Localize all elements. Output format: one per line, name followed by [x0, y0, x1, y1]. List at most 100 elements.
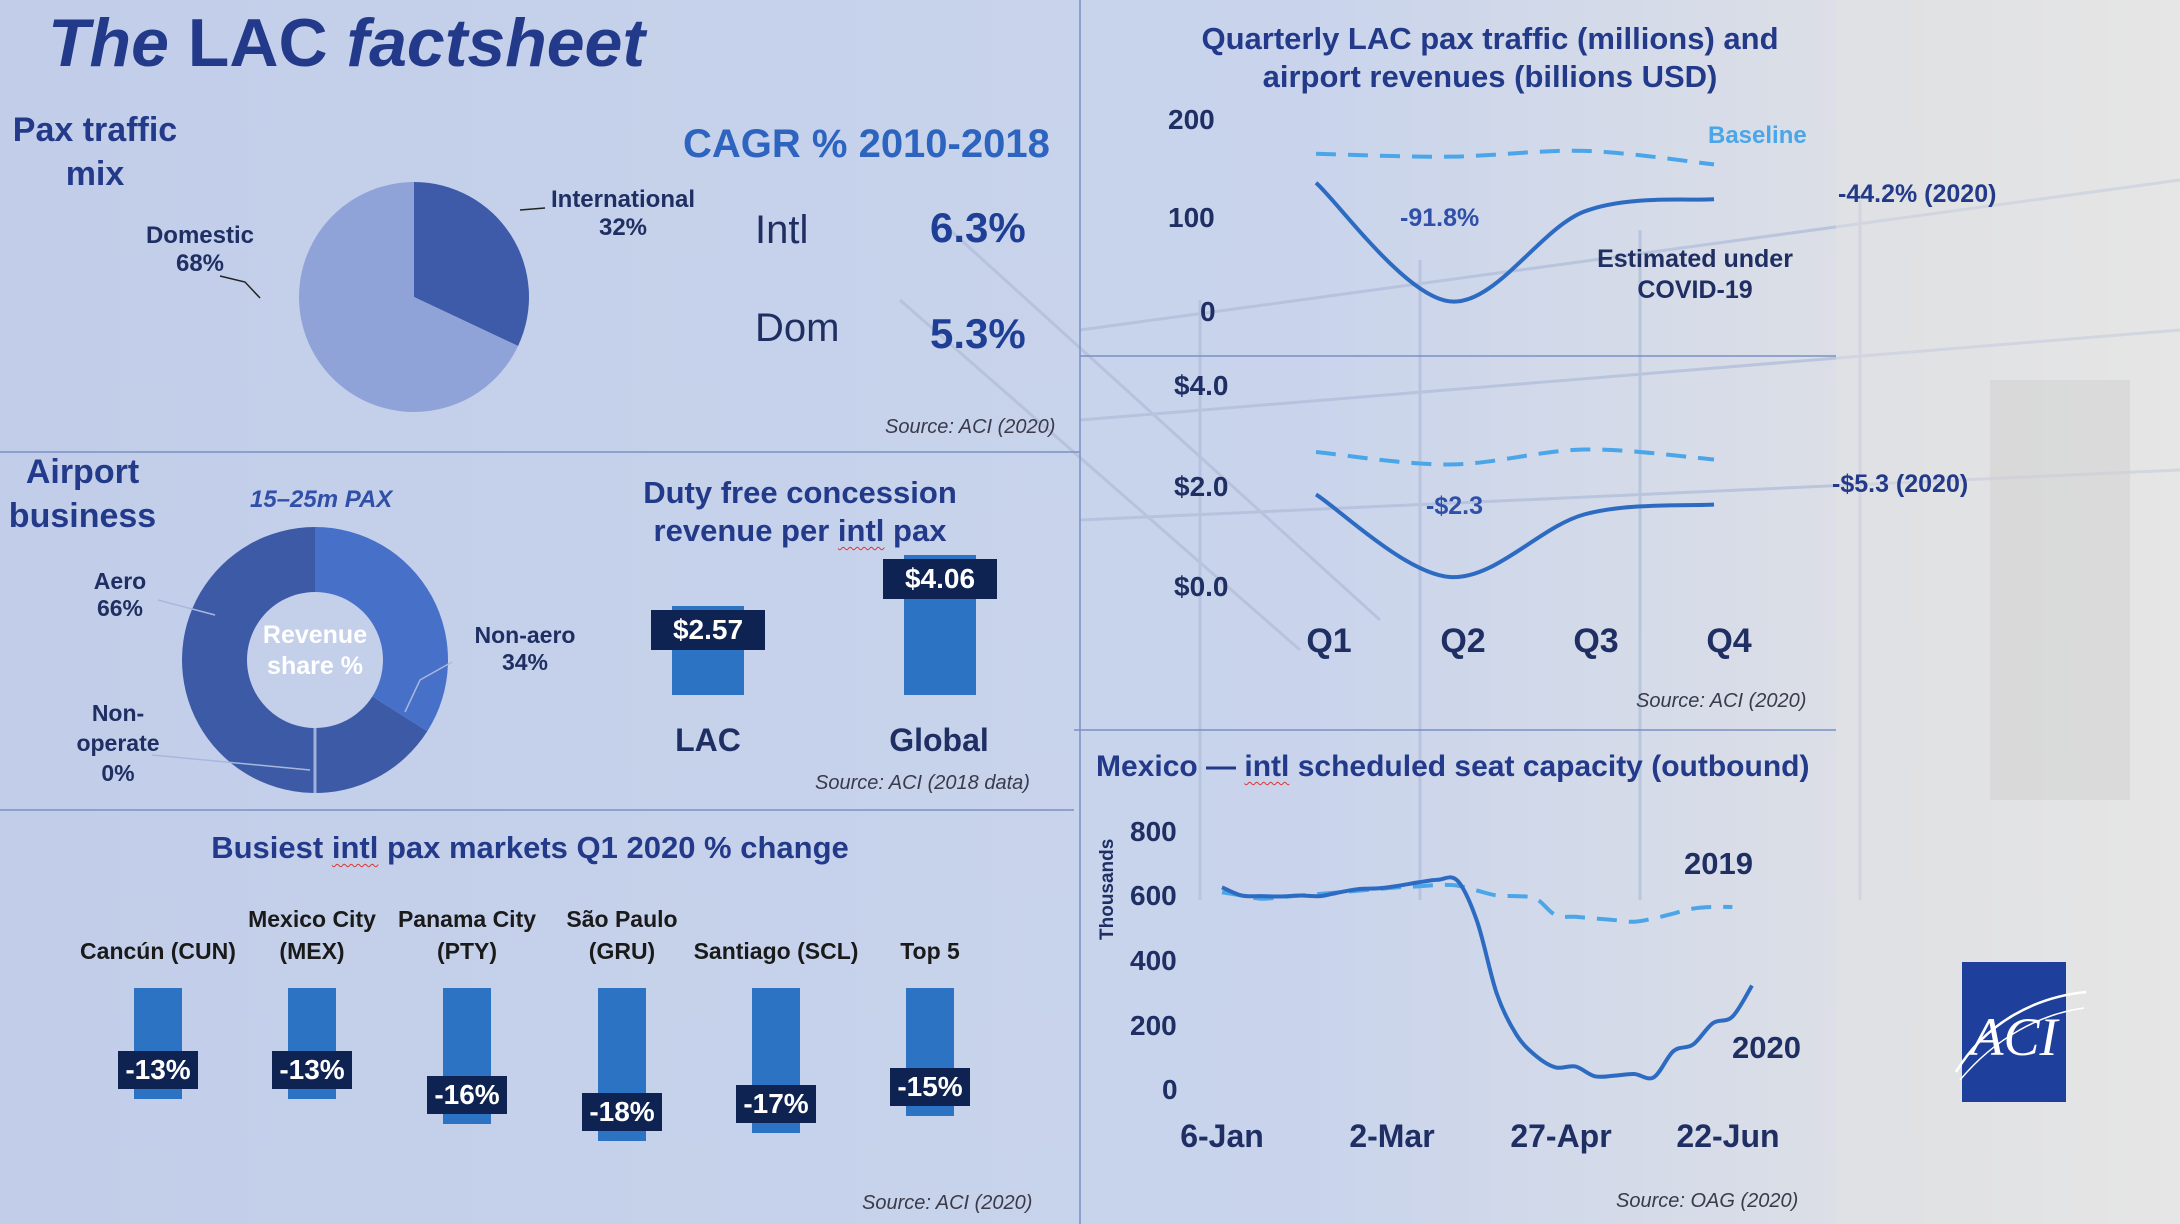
- busiest-category-line2: (MEX): [279, 938, 345, 964]
- dom-slice-name: Domestic: [145, 222, 255, 249]
- non-aero-value: 34%: [501, 649, 549, 675]
- mexico-2020-legend: 2020: [1732, 1030, 1801, 1065]
- quarter-label-q2: Q2: [1440, 622, 1486, 660]
- page-title: The LAC factsheet: [48, 4, 645, 82]
- quarterly-title-line2: airport revenues (billions USD): [1262, 59, 1718, 94]
- pax-ytick-100: 100: [1168, 202, 1215, 233]
- rev-year-change: -$5.3 (2020): [1832, 470, 1969, 498]
- pax-baseline-series-line: [1315, 148, 1715, 167]
- mexico-ylabel: Thousands: [1097, 838, 1118, 940]
- duty-free-title-part-c: pax: [884, 513, 947, 548]
- mexico-title-part-c: scheduled seat capacity (outbound): [1289, 750, 1810, 783]
- mexico-ytick-800: 800: [1130, 816, 1177, 847]
- busiest-title-part-c: pax markets Q1 2020 % change: [378, 830, 849, 865]
- donut-slice-aero: [182, 527, 428, 794]
- airport-business-heading: Airport business: [0, 450, 165, 538]
- pax-mix-heading-line2: mix: [65, 155, 125, 193]
- pax-mix-heading-line1: Pax traffic: [12, 111, 178, 149]
- mexico-ytick-0: 0: [1162, 1074, 1178, 1105]
- mexico-title-part-b: intl: [1244, 750, 1290, 783]
- mexico-2019-series-line: [1221, 882, 1733, 924]
- duty-free-title-line1: Duty free concession: [643, 475, 957, 510]
- dom-leader-line: [219, 275, 261, 299]
- aci-logo-text: ACI: [1970, 1007, 2058, 1067]
- busiest-category-line2: (PTY): [436, 938, 498, 964]
- airport-business-heading-line1: Airport: [25, 453, 140, 491]
- mexico-xtick-27-apr: 27-Apr: [1510, 1118, 1612, 1154]
- title-part-the: The: [48, 5, 188, 81]
- cagr-intl-label: Intl: [755, 208, 809, 252]
- pax-baseline-legend: Baseline: [1708, 122, 1807, 149]
- pax-covid-legend-line2: COVID-19: [1637, 276, 1753, 304]
- non-aero-leader-line: [404, 661, 453, 713]
- title-part-lac: LAC: [187, 5, 328, 81]
- busiest-source: Source: ACI (2020): [862, 1192, 1033, 1214]
- mexico-ytick-600: 600: [1130, 880, 1177, 911]
- aero-label: Aero 66%: [70, 568, 170, 622]
- mexico-xtick-2-mar: 2-Mar: [1349, 1118, 1435, 1154]
- mexico-ytick-400: 400: [1130, 945, 1177, 976]
- pax-covid-legend-line1: Estimated under: [1597, 245, 1793, 273]
- busiest-category-line1: Mexico City: [248, 906, 376, 932]
- aero-name: Aero: [93, 568, 147, 594]
- non-operate-leader-line: [151, 754, 311, 771]
- busiest-category-line2: Santiago (SCL): [693, 938, 859, 964]
- busiest-title-part-a: Busiest: [211, 830, 332, 865]
- busiest-value-label: -18%: [582, 1093, 662, 1131]
- mexico-2020-series-line: [1221, 875, 1754, 1081]
- dom-slice-value: 68%: [175, 250, 225, 277]
- airport-business-subtitle: 15–25m PAX: [250, 486, 393, 513]
- non-aero-name: Non-aero: [474, 622, 576, 648]
- busiest-value-label: -15%: [890, 1067, 970, 1106]
- donut-center-line1: Revenue: [262, 621, 368, 649]
- pax-covid-legend: Estimated under COVID-19: [1585, 244, 1805, 306]
- non-aero-label: Non-aero 34%: [462, 622, 588, 676]
- non-operate-name-line1: Non-: [91, 700, 145, 726]
- pie-slice-domestic: [299, 182, 519, 412]
- pax-year-change: -44.2% (2020): [1838, 180, 1997, 208]
- dom-slice-label: Domestic 68%: [130, 222, 270, 278]
- pax-mix-pie: [219, 181, 546, 412]
- quarterly-source: Source: ACI (2020): [1636, 690, 1807, 712]
- pax-mix-source: Source: ACI (2020): [885, 416, 1056, 438]
- pie-slice-international: [414, 181, 530, 346]
- pax-dip-annotation: -91.8%: [1400, 204, 1480, 232]
- rev-ytick-2: $2.0: [1174, 471, 1229, 502]
- duty-free-value-global: $4.06: [883, 558, 997, 599]
- mexico-ytick-200: 200: [1130, 1010, 1177, 1041]
- airport-business-heading-line2: business: [8, 497, 157, 535]
- donut-center-label: Revenue share %: [240, 620, 390, 682]
- rev-ytick-4: $4.0: [1174, 370, 1229, 401]
- donut-slice-non-aero: [315, 527, 448, 732]
- mexico-title-part-a: Mexico —: [1096, 750, 1245, 783]
- quarterly-title-line1: Quarterly LAC pax traffic (millions) and: [1201, 21, 1779, 56]
- pax-mix-heading: Pax traffic mix: [0, 108, 190, 196]
- busiest-title: Busiest intl pax markets Q1 2020 % chang…: [0, 830, 1060, 866]
- mexico-xtick-6-jan: 6-Jan: [1180, 1118, 1264, 1154]
- quarter-label-q4: Q4: [1706, 622, 1752, 660]
- aero-leader-line: [157, 599, 216, 616]
- non-operate-label: Non- operate 0%: [62, 698, 174, 788]
- duty-free-title: Duty free concession revenue per intl pa…: [600, 474, 1000, 550]
- cagr-dom-value: 5.3%: [930, 310, 1026, 357]
- busiest-category-line1: São Paulo: [566, 906, 678, 932]
- duty-free-category-lac: LAC: [675, 722, 741, 758]
- duty-free-value-lac: $2.57: [651, 610, 765, 651]
- mexico-2019-legend: 2019: [1684, 846, 1753, 881]
- busiest-category-line2: (GRU): [588, 938, 656, 964]
- busiest-value-label: -13%: [272, 1050, 352, 1089]
- mexico-xtick-22-jun: 22-Jun: [1676, 1118, 1780, 1154]
- busiest-category-line2: Top 5: [900, 938, 960, 964]
- non-operate-name-line2: operate: [76, 730, 160, 756]
- intl-leader-line: [519, 207, 546, 211]
- pax-ytick-200: 200: [1168, 104, 1215, 135]
- busiest-value-label: -17%: [736, 1084, 816, 1123]
- quarter-label-q3: Q3: [1573, 622, 1619, 660]
- intl-slice-label: International 32%: [548, 186, 698, 242]
- rev-ytick-0: $0.0: [1174, 571, 1229, 602]
- mexico-title: Mexico — intl scheduled seat capacity (o…: [1096, 750, 1809, 784]
- busiest-value-label: -16%: [427, 1076, 507, 1114]
- aero-value: 66%: [96, 595, 144, 621]
- duty-free-title-part-a: revenue per: [653, 513, 838, 548]
